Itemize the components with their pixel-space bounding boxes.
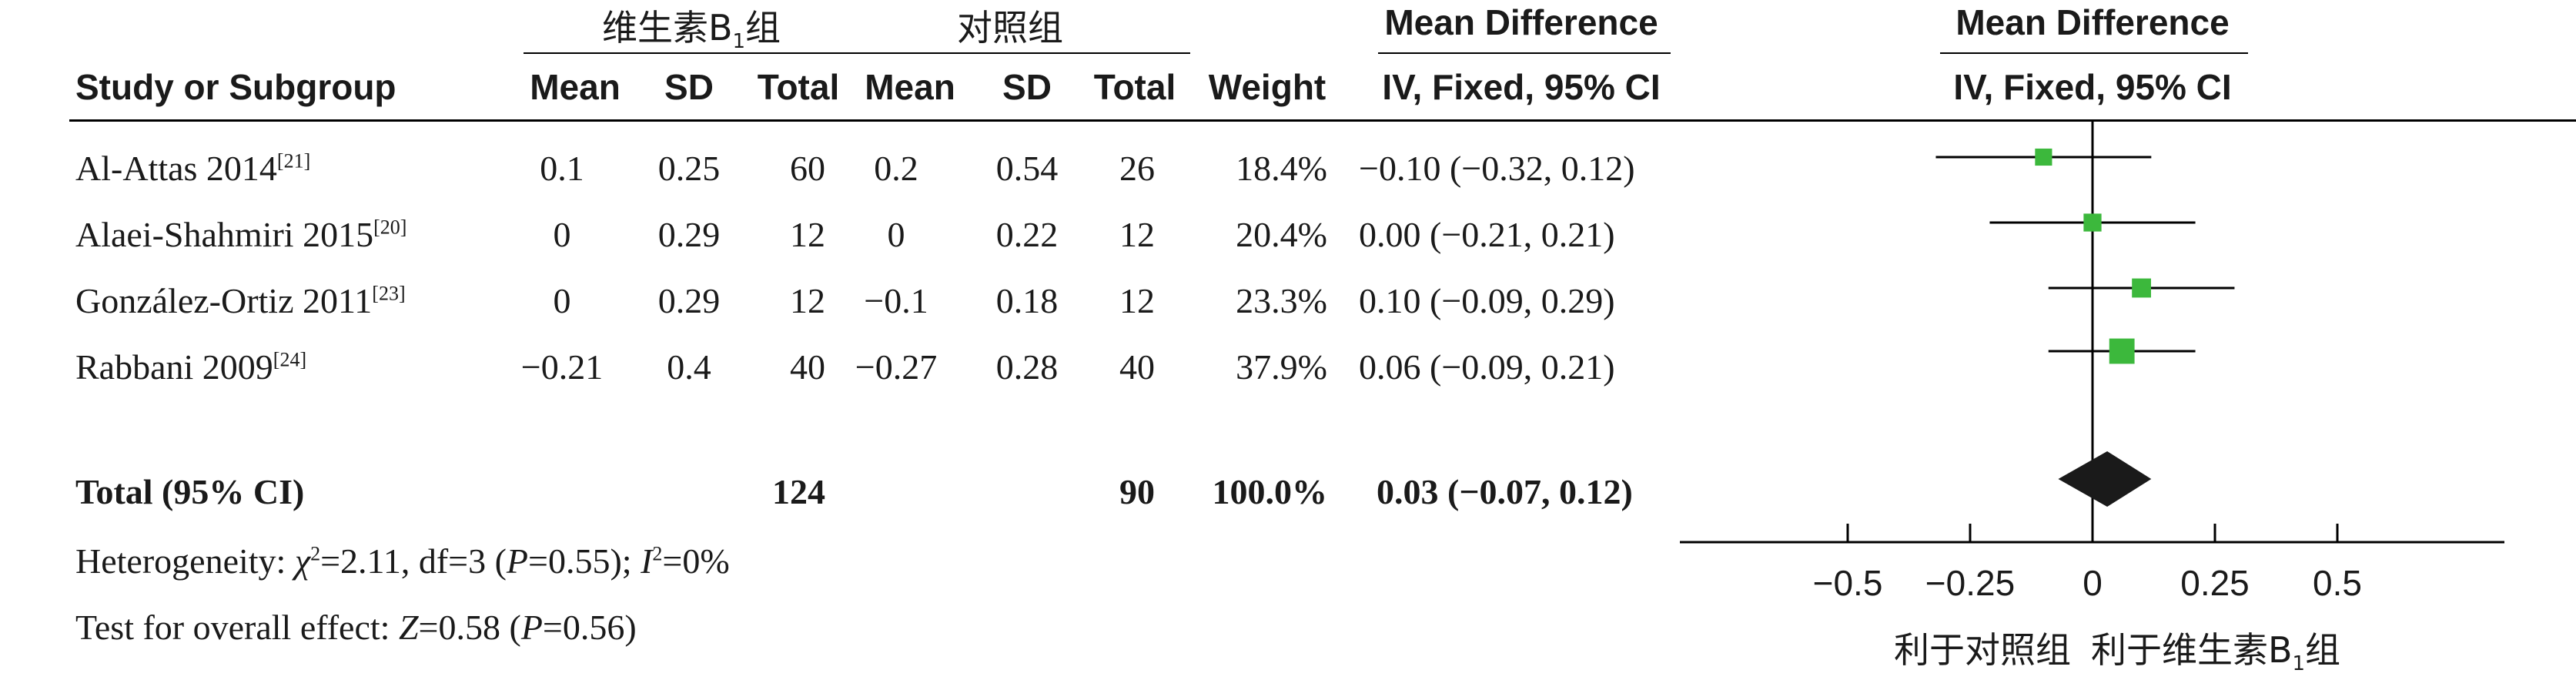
study-name: Alaei-Shahmiri 2015[20] — [75, 214, 406, 255]
weight-value: 18.4% — [1236, 149, 1327, 188]
mean1-value: 0.1 — [540, 149, 584, 188]
study-name: Al-Attas 2014[21] — [75, 148, 310, 189]
sd2-header: SD — [1002, 67, 1052, 107]
mean2-value: 0 — [887, 215, 905, 254]
control-group-header: 对照组 — [957, 7, 1063, 49]
ci-value: 0.10 (−0.09, 0.29) — [1359, 281, 1615, 320]
x-tick-label: 0.25 — [2180, 563, 2250, 603]
heterogeneity-text: Heterogeneity: χ2=2.11, df=3 (P=0.55); I… — [75, 541, 730, 581]
weight-value: 20.4% — [1236, 215, 1327, 254]
mean1-value: −0.21 — [520, 347, 604, 387]
total1-value: 60 — [790, 149, 825, 188]
mean2-value: 0.2 — [874, 149, 918, 188]
total1-header: Total — [757, 67, 840, 107]
sd1-value: 0.29 — [657, 281, 721, 320]
weight-header: Weight — [1208, 67, 1326, 107]
total2-value: 12 — [1119, 215, 1155, 254]
study-marker — [2132, 278, 2152, 298]
study-name-text: Alaei-Shahmiri 2015 — [75, 215, 374, 254]
favours-vitamin-label: 利于维生素B1组 — [2090, 629, 2341, 676]
exp-group-underline — [524, 52, 862, 54]
mean1-value: 0 — [553, 215, 571, 254]
sd1-value: 0.25 — [657, 149, 721, 188]
total2-value: 40 — [1119, 347, 1155, 387]
experimental-group-header: 维生素B1组 — [601, 7, 781, 54]
overall-effect-text: Test for overall effect: Z=0.58 (P=0.56) — [75, 608, 637, 647]
total-n1: 124 — [772, 472, 825, 511]
sd1-value: 0.4 — [667, 347, 711, 387]
sd2-value: 0.28 — [995, 347, 1059, 387]
total2-header: Total — [1093, 67, 1176, 107]
study-reference: [21] — [276, 149, 311, 173]
sd2-value: 0.54 — [995, 149, 1059, 188]
study-reference: [20] — [373, 216, 407, 239]
mean1-value: 0 — [553, 281, 571, 320]
study-reference: [24] — [273, 348, 307, 371]
mean2-value: −0.1 — [864, 281, 928, 320]
total1-value: 40 — [790, 347, 825, 387]
x-tick-label: −0.25 — [1925, 563, 2016, 603]
total-weight: 100.0% — [1212, 472, 1328, 511]
mean2-header: Mean — [865, 67, 955, 107]
weight-value: 23.3% — [1236, 281, 1327, 320]
ci-value: 0.00 (−0.21, 0.21) — [1359, 215, 1615, 254]
study-reference: [23] — [372, 282, 406, 305]
mean2-value: −0.27 — [855, 347, 938, 387]
total1-value: 12 — [790, 281, 825, 320]
x-tick-label: 0 — [2083, 563, 2103, 603]
study-marker — [2083, 213, 2102, 232]
md-left-underline — [1378, 52, 1671, 54]
header-rule — [69, 119, 2576, 122]
ctl-group-underline — [859, 52, 1190, 54]
x-tick-label: −0.5 — [1812, 563, 1883, 603]
sd1-header: SD — [664, 67, 714, 107]
mean1-header: Mean — [530, 67, 621, 107]
md-title-right: Mean Difference — [1955, 2, 2230, 42]
md-title-left: Mean Difference — [1384, 2, 1658, 42]
study-name-text: González-Ortiz 2011 — [75, 281, 373, 320]
total-ci: 0.03 (−0.07, 0.12) — [1377, 472, 1633, 511]
study-name: González-Ortiz 2011[23] — [75, 280, 406, 321]
study-marker — [2109, 338, 2135, 364]
study-marker — [2035, 148, 2052, 166]
study-name-text: Rabbani 2009 — [75, 347, 273, 387]
total2-value: 26 — [1119, 149, 1155, 188]
total1-value: 12 — [790, 215, 825, 254]
sd1-value: 0.29 — [657, 215, 721, 254]
study-name-text: Al-Attas 2014 — [75, 149, 277, 188]
sd2-value: 0.22 — [995, 215, 1059, 254]
study-name: Rabbani 2009[24] — [75, 347, 306, 387]
ci-value: −0.10 (−0.32, 0.12) — [1359, 149, 1635, 188]
favours-control-label: 利于对照组 — [1894, 629, 2071, 671]
md-method-right: IV, Fixed, 95% CI — [1953, 67, 2232, 107]
total-label: Total (95% CI) — [75, 472, 305, 511]
total-n2: 90 — [1119, 472, 1155, 511]
md-right-underline — [1940, 52, 2248, 54]
sd2-value: 0.18 — [995, 281, 1059, 320]
ci-value: 0.06 (−0.09, 0.21) — [1359, 347, 1615, 387]
pooled-diamond — [2058, 451, 2152, 507]
total2-value: 12 — [1119, 281, 1155, 320]
study-column-header: Study or Subgroup — [75, 67, 396, 107]
x-tick-label: 0.5 — [2313, 563, 2362, 603]
weight-value: 37.9% — [1236, 347, 1327, 387]
md-method-left: IV, Fixed, 95% CI — [1382, 67, 1661, 107]
